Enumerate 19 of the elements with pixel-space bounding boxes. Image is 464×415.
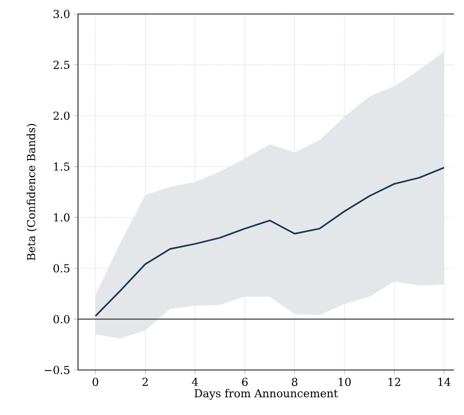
y-tick-label: 2.0: [54, 112, 70, 120]
x-axis-title: Days from Announcement: [194, 388, 338, 400]
x-tick-label: 6: [242, 378, 248, 386]
y-tick-label: −0.5: [44, 366, 70, 374]
y-tick-label: 0.0: [54, 315, 70, 324]
y-tick-label: 2.5: [54, 60, 70, 69]
x-tick-label: 12: [388, 378, 400, 386]
x-tick-label: 14: [438, 378, 450, 386]
y-tick-label: 1.5: [54, 162, 70, 171]
y-tick-label: 1.0: [54, 213, 70, 222]
x-tick-label: 4: [192, 378, 198, 386]
y-axis-title: Beta (Confidence Bands): [26, 124, 37, 260]
x-tick-label: 0: [92, 378, 98, 386]
y-tick-label: 3.0: [54, 10, 70, 18]
line-series: [94, 166, 445, 317]
y-tick-label: 0.5: [54, 264, 70, 272]
x-tick-label: 8: [292, 378, 298, 386]
x-tick-label: 10: [338, 378, 351, 386]
x-tick-label: 2: [142, 378, 148, 386]
